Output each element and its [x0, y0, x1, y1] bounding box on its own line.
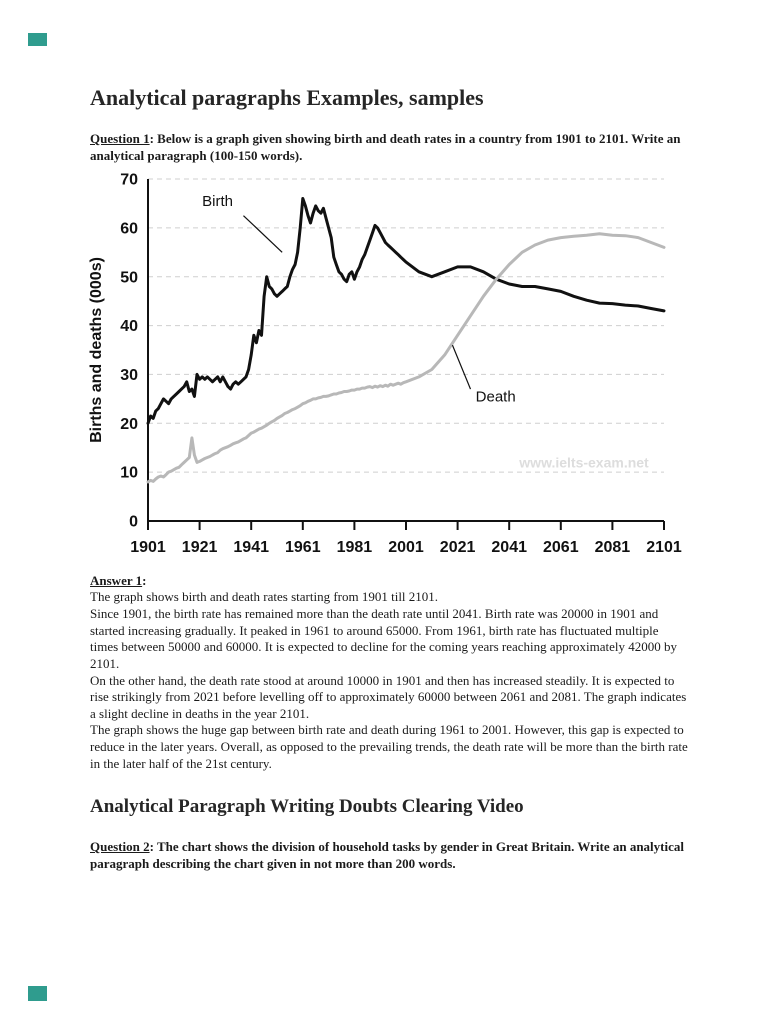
question-1-label: Question 1 — [90, 131, 150, 147]
svg-text:40: 40 — [120, 318, 138, 335]
svg-text:2101: 2101 — [646, 539, 682, 556]
svg-text:www.ielts-exam.net: www.ielts-exam.net — [518, 454, 649, 470]
page-title: Analytical paragraphs Examples, samples — [90, 85, 484, 110]
svg-text:0: 0 — [129, 513, 138, 530]
question-2-label: Question 2 — [90, 839, 150, 855]
svg-text:Births and deaths (000s): Births and deaths (000s) — [88, 257, 105, 443]
page-content: Analytical paragraphs Examples, samples … — [88, 85, 688, 876]
answer-1-body: The graph shows birth and death rates st… — [90, 589, 688, 772]
svg-text:2061: 2061 — [543, 539, 579, 556]
video-heading: Analytical Paragraph Writing Doubts Clea… — [90, 796, 524, 818]
question-1: Question 1: Below is a graph given showi… — [90, 130, 688, 164]
svg-text:2021: 2021 — [440, 539, 476, 556]
answer-paragraph: The graph shows the huge gap between bir… — [90, 722, 688, 771]
svg-text:1961: 1961 — [285, 539, 321, 556]
svg-text:20: 20 — [120, 415, 138, 432]
question-2: Question 2: The chart shows the division… — [90, 838, 688, 872]
answer-paragraph: On the other hand, the death rate stood … — [90, 672, 687, 721]
svg-text:Death: Death — [476, 388, 516, 405]
answer-1-colon: : — [142, 572, 147, 588]
svg-text:2081: 2081 — [595, 539, 631, 556]
svg-text:2001: 2001 — [388, 539, 424, 556]
svg-text:30: 30 — [120, 367, 138, 384]
svg-text:60: 60 — [120, 220, 138, 237]
svg-text:1941: 1941 — [233, 539, 269, 556]
page-corner-top — [28, 33, 47, 46]
birth-death-line-chart: 0 10 20 30 40 50 60 70 1901 1921 1941 1961 1981 2001 2… — [86, 169, 686, 569]
svg-text:10: 10 — [120, 464, 138, 481]
svg-text:1981: 1981 — [337, 539, 373, 556]
page-corner-bottom — [28, 986, 47, 1001]
answer-paragraph: The graph shows birth and death rates st… — [90, 589, 439, 605]
answer-1-label: Answer 1 — [90, 572, 143, 588]
svg-text:50: 50 — [120, 269, 138, 286]
svg-text:2041: 2041 — [491, 539, 527, 556]
svg-text:1901: 1901 — [130, 539, 166, 556]
svg-text:Birth: Birth — [202, 192, 233, 209]
question-1-text: : Below is a graph given showing birth a… — [90, 131, 681, 164]
answer-1-heading: Answer 1: — [90, 573, 688, 590]
svg-text:1921: 1921 — [182, 539, 218, 556]
question-2-text: : The chart shows the division of househ… — [90, 839, 684, 872]
svg-text:70: 70 — [120, 171, 138, 188]
answer-paragraph: Since 1901, the birth rate has remained … — [90, 606, 677, 671]
